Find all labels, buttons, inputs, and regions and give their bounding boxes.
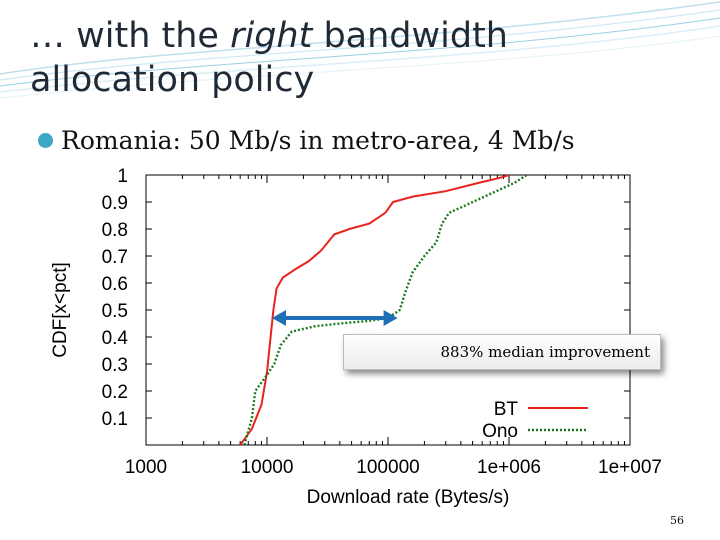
y-tick-label: 0.7 <box>102 247 128 268</box>
decor-swoosh-1 <box>0 1 720 75</box>
legend-label-ono: Ono <box>482 421 518 442</box>
y-tick-label: 0.1 <box>102 409 128 430</box>
decor-swoosh-2 <box>0 9 720 81</box>
decor-swoosh-3 <box>0 17 720 87</box>
slide-title: … with the right bandwidth allocation po… <box>30 14 550 102</box>
chart-svg: 0.1 0.2 0.3 0.4 0.5 0.6 0.7 0.8 0.9 1 1000 10000 100… <box>50 166 662 508</box>
x-tick-label: 10000 <box>241 457 294 478</box>
cdf-chart: 0.1 0.2 0.3 0.4 0.5 0.6 0.7 0.8 0.9 1 1000 10000 100… <box>40 160 670 520</box>
x-tick-label: 1000 <box>125 457 167 478</box>
title-prefix: … with the <box>30 16 231 56</box>
legend-label-bt: BT <box>494 399 519 420</box>
y-tick-label: 0.3 <box>102 355 128 376</box>
median-gap-arrowhead-right <box>383 310 398 326</box>
annotation-box: 883% median improvement <box>343 334 661 370</box>
page-number: 56 <box>670 514 684 527</box>
annotation-text: 883% median improvement <box>440 343 651 361</box>
x-tick-label: 1e+007 <box>598 457 662 478</box>
series-line-bt <box>239 175 510 445</box>
title-emphasis: right <box>230 16 313 56</box>
bullet-item: Romania: 50 Mb/s in metro-area, 4 Mb/s <box>38 126 575 155</box>
y-tick-label: 0.6 <box>102 274 128 295</box>
median-gap-arrowhead-left <box>272 310 287 326</box>
series-line-ono <box>243 175 528 445</box>
x-tick-label: 100000 <box>356 457 419 478</box>
y-tick-label: 0.5 <box>102 301 128 322</box>
y-tick-label: 0.2 <box>102 382 128 403</box>
x-axis-label: Download rate (Bytes/s) <box>307 487 510 508</box>
y-tick-label: 0.9 <box>102 193 128 214</box>
bullet-dot-icon <box>38 133 53 148</box>
y-tick-label: 0.4 <box>102 328 129 349</box>
title-suffix: bandwidth allocation policy <box>30 16 508 100</box>
decor-swoosh-5 <box>0 35 720 99</box>
y-tick-label: 1 <box>117 166 128 187</box>
bullet-text: Romania: 50 Mb/s in metro-area, 4 Mb/s <box>61 126 575 155</box>
header-decoration <box>0 1 720 99</box>
y-axis-label: CDF[x<pct] <box>50 262 71 358</box>
decor-swoosh-4 <box>0 25 720 93</box>
y-tick-label: 0.8 <box>102 220 128 241</box>
plot-frame <box>145 174 631 446</box>
x-tick-label: 1e+006 <box>477 457 541 478</box>
